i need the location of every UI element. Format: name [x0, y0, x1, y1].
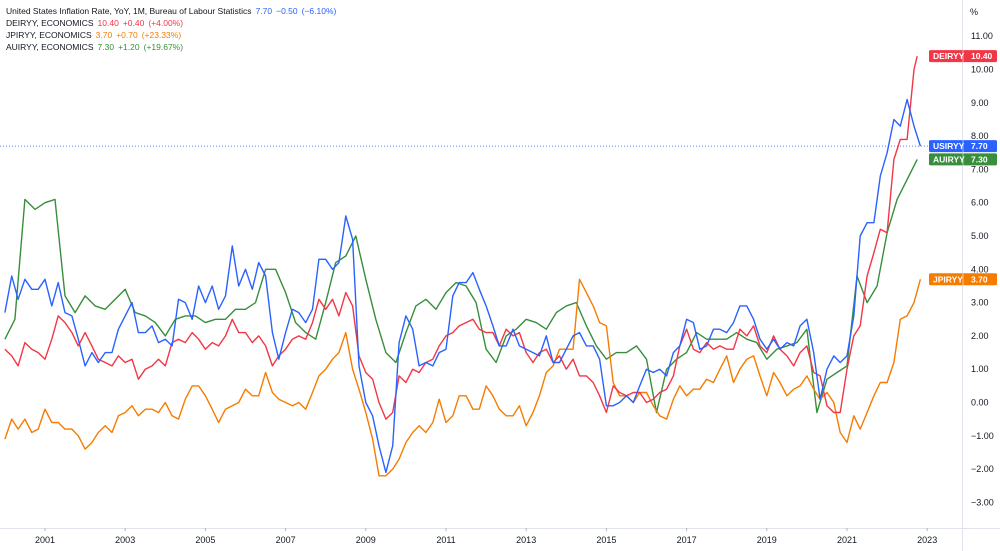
- x-tick-label: 2009: [356, 535, 376, 545]
- legend-change-pct: (+19.67%): [143, 42, 184, 52]
- legend-change: +0.70: [116, 30, 138, 40]
- y-tick-label: 11.00: [971, 31, 993, 41]
- y-tick-label: 5.00: [971, 231, 989, 241]
- y-tick-label: −2.00: [971, 464, 994, 474]
- legend-last: 10.40: [97, 18, 119, 28]
- series-line-deiryy: [4, 56, 918, 420]
- y-tick-label: 8.00: [971, 131, 989, 141]
- x-tick-label: 2017: [677, 535, 697, 545]
- series-line-jpiryy: [4, 278, 922, 477]
- y-tick-label: 1.00: [971, 364, 989, 374]
- x-tick-label: 2011: [436, 535, 455, 545]
- y-tick-label: 7.00: [971, 164, 989, 174]
- legend-change: +0.40: [122, 18, 145, 28]
- last-value-tag-auiryy: AUIRYY 7.30: [929, 153, 997, 166]
- last-value-tag-usiryy: USIRYY 7.70: [929, 140, 997, 153]
- y-tick-label: 3.00: [971, 298, 989, 308]
- x-tick-label: 2001: [35, 535, 55, 545]
- tag-name: AUIRYY: [933, 154, 965, 164]
- tag-name: JPIRYY: [933, 274, 963, 284]
- y-tick-label: 0.00: [971, 398, 989, 408]
- legend-last: 7.30: [97, 42, 115, 52]
- legend-item-usiryy[interactable]: United States Inflation Rate, YoY, 1M, B…: [6, 5, 336, 17]
- tag-value: 3.70: [971, 274, 988, 284]
- last-value-tags: USIRYY 7.70 DEIRYY 10.40 JPIRYY 3.70 AUIRYY 7.3…: [929, 50, 997, 286]
- series-line-usiryy: [4, 98, 922, 474]
- y-tick-label: 2.00: [971, 331, 989, 341]
- y-tick-label: 6.00: [971, 198, 989, 208]
- tag-value: 10.40: [971, 51, 993, 61]
- series-layer: [0, 56, 962, 477]
- legend-item-auiryy[interactable]: AUIRYY, ECONOMICS 7.30 +1.20 (+19.67%): [6, 41, 336, 53]
- last-value-tag-jpiryy: JPIRYY 3.70: [929, 273, 997, 286]
- legend-change: −0.50: [276, 6, 298, 16]
- legend-last: 7.70: [255, 6, 273, 16]
- legend-label: United States Inflation Rate, YoY, 1M, B…: [6, 6, 252, 16]
- tag-name: USIRYY: [933, 141, 965, 151]
- x-tick-label: 2019: [757, 535, 777, 545]
- series-line-auiryy: [4, 159, 918, 414]
- x-tick-label: 2013: [516, 535, 536, 545]
- legend-change-pct: (+4.00%): [148, 18, 184, 28]
- legend-change: +1.20: [118, 42, 140, 52]
- legend-last: 3.70: [95, 30, 113, 40]
- legend-label: JPIRYY, ECONOMICS: [6, 30, 92, 40]
- y-axis: −3.00 −2.00 −1.00 0.00 1.00 2.00 3.00 4.00 5.00 6…: [970, 7, 994, 507]
- legend-label: AUIRYY, ECONOMICS: [6, 42, 94, 52]
- x-axis: 2001 2003 2005 2007 2009 2011 2013 2015 2017 2019…: [35, 528, 937, 545]
- last-value-tag-deiryy: DEIRYY 10.40: [929, 50, 997, 63]
- x-tick-label: 2005: [195, 535, 215, 545]
- chart-legend: United States Inflation Rate, YoY, 1M, B…: [6, 5, 336, 53]
- legend-item-deiryy[interactable]: DEIRYY, ECONOMICS 10.40 +0.40 (+4.00%): [6, 17, 336, 29]
- y-axis-unit: %: [970, 7, 978, 17]
- x-tick-label: 2021: [837, 535, 857, 545]
- legend-item-jpiryy[interactable]: JPIRYY, ECONOMICS 3.70 +0.70 (+23.33%): [6, 29, 336, 41]
- y-tick-label: 4.00: [971, 264, 989, 274]
- x-tick-label: 2023: [917, 535, 937, 545]
- x-tick-label: 2007: [276, 535, 296, 545]
- y-tick-label: −1.00: [971, 431, 994, 441]
- x-tick-label: 2015: [596, 535, 616, 545]
- tag-value: 7.30: [971, 154, 988, 164]
- legend-change-pct: (+23.33%): [141, 30, 182, 40]
- tag-name: DEIRYY: [933, 51, 965, 61]
- legend-change-pct: (−6.10%): [301, 6, 337, 16]
- y-tick-label: 10.00: [971, 65, 994, 75]
- tag-value: 7.70: [971, 141, 988, 151]
- legend-label: DEIRYY, ECONOMICS: [6, 18, 94, 28]
- y-tick-label: −3.00: [971, 497, 994, 507]
- x-tick-label: 2003: [115, 535, 135, 545]
- y-tick-label: 9.00: [971, 98, 989, 108]
